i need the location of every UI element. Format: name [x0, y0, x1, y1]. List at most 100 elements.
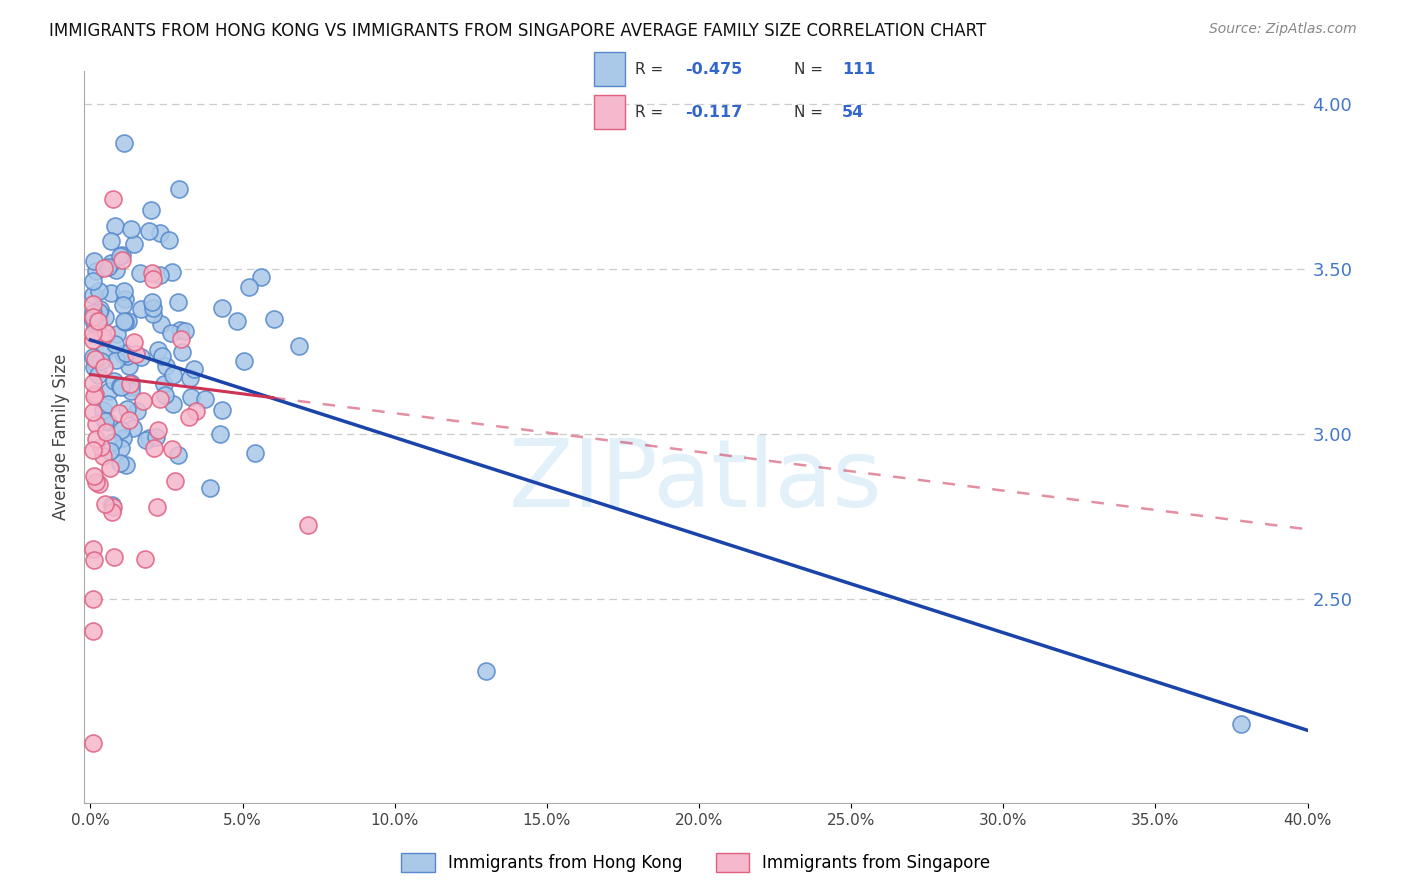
Point: [149, 317, 172, 331]
Text: -0.117: -0.117: [685, 105, 742, 120]
Point: [84, 475, 107, 489]
Point: [112, 431, 135, 445]
Point: [135, 433, 157, 447]
Point: [103, 193, 125, 207]
Point: [94, 310, 117, 325]
Point: [82, 333, 104, 347]
Point: [93, 260, 115, 275]
Point: [84, 263, 107, 277]
Point: [110, 379, 132, 393]
Point: [146, 500, 169, 514]
Text: ZIPatlas: ZIPatlas: [509, 435, 883, 527]
Point: [194, 392, 217, 407]
Point: [198, 481, 221, 495]
Point: [180, 390, 202, 404]
Point: [84, 432, 107, 446]
Point: [122, 237, 145, 252]
Point: [108, 249, 131, 263]
Point: [118, 413, 141, 427]
Point: [1229, 716, 1251, 731]
Point: [89, 304, 111, 318]
Y-axis label: Average Family Size: Average Family Size: [52, 354, 70, 520]
Point: [94, 425, 117, 439]
Point: [100, 286, 122, 301]
Point: [166, 448, 188, 462]
Point: [83, 469, 105, 483]
Point: [108, 406, 131, 420]
Point: [120, 380, 142, 394]
Point: [83, 389, 105, 403]
Point: [121, 420, 143, 434]
Point: [97, 397, 120, 411]
Point: [83, 253, 105, 268]
Point: [153, 377, 176, 392]
Point: [112, 136, 135, 150]
Point: [142, 307, 165, 321]
Point: [134, 552, 156, 566]
Point: [250, 270, 273, 285]
Point: [114, 284, 136, 298]
FancyBboxPatch shape: [593, 52, 624, 86]
Point: [90, 353, 112, 368]
Point: [98, 384, 121, 398]
Point: [139, 202, 162, 217]
Point: [83, 351, 105, 366]
Point: [115, 458, 138, 472]
Text: 54: 54: [842, 105, 865, 120]
Point: [93, 344, 115, 359]
Point: [110, 423, 132, 437]
Point: [104, 336, 127, 351]
Point: [82, 442, 104, 457]
Point: [112, 314, 135, 328]
Point: [82, 737, 104, 751]
Point: [209, 426, 232, 441]
Point: [211, 301, 233, 316]
Text: Source: ZipAtlas.com: Source: ZipAtlas.com: [1209, 22, 1357, 37]
Point: [93, 360, 115, 375]
Point: [101, 498, 124, 512]
Point: [82, 624, 104, 639]
Point: [84, 386, 107, 401]
Point: [82, 405, 104, 419]
Point: [115, 401, 138, 416]
Point: [82, 274, 104, 288]
Text: -0.475: -0.475: [685, 62, 742, 77]
Point: [114, 293, 136, 307]
Point: [149, 392, 172, 406]
Point: [128, 266, 150, 280]
Point: [97, 260, 120, 274]
Point: [91, 329, 114, 343]
Point: [91, 450, 114, 464]
Point: [83, 360, 105, 375]
Point: [211, 402, 233, 417]
Point: [82, 297, 104, 311]
Point: [117, 314, 139, 328]
Point: [111, 298, 134, 312]
Point: [87, 284, 110, 298]
Point: [114, 346, 136, 360]
Point: [184, 404, 207, 418]
Point: [159, 326, 181, 340]
Point: [122, 335, 145, 350]
Point: [157, 233, 180, 247]
Point: [84, 417, 107, 432]
Point: [297, 518, 319, 533]
Point: [105, 327, 128, 342]
Point: [82, 326, 104, 340]
Point: [288, 339, 311, 353]
Point: [94, 497, 117, 511]
Point: [83, 356, 105, 370]
Point: [83, 553, 105, 567]
Point: [226, 314, 249, 328]
Point: [82, 542, 104, 557]
Point: [83, 318, 105, 333]
Point: [104, 353, 127, 368]
Point: [117, 359, 139, 373]
Point: [82, 310, 104, 325]
Point: [120, 384, 142, 399]
FancyBboxPatch shape: [593, 95, 624, 129]
Point: [155, 359, 177, 373]
Point: [179, 410, 201, 425]
Point: [232, 354, 254, 368]
Point: [243, 446, 266, 460]
